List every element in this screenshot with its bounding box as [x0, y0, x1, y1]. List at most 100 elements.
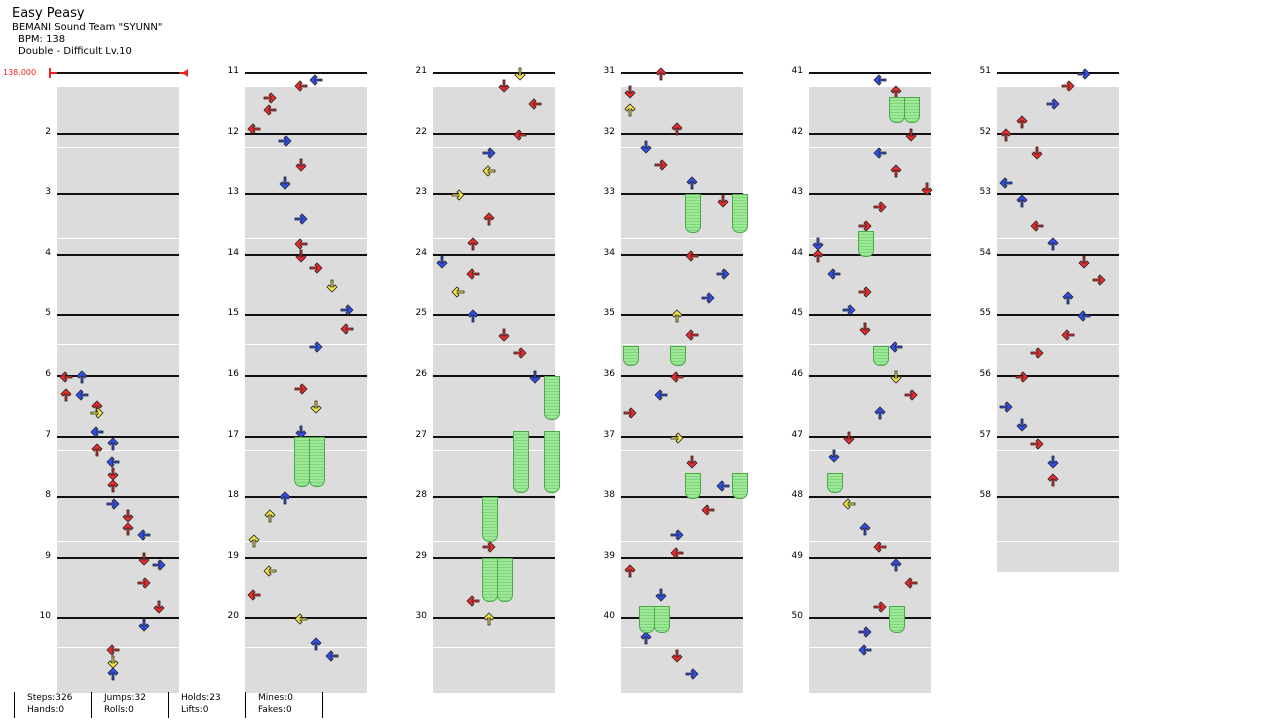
beat-stripe: [621, 268, 743, 284]
beat-stripe: [997, 147, 1119, 163]
measure-number: 7: [45, 429, 51, 440]
beat-stripe: [57, 632, 179, 648]
beat-stripe: [433, 283, 555, 299]
measure-line: [57, 314, 179, 317]
beat-stripe: [621, 102, 743, 118]
measure-line: [433, 72, 555, 74]
right-arrow-icon: [106, 496, 120, 510]
stat-group-steps: Steps:326 Hands:0: [14, 692, 91, 718]
beat-stripe: [997, 526, 1119, 542]
beat-stripe: [997, 374, 1119, 390]
measure-line: [433, 132, 555, 135]
up-arrow-icon: [873, 405, 887, 420]
up-arrow-icon: [482, 611, 496, 626]
beat-stripe: [57, 390, 179, 405]
beat-stripe: [57, 617, 179, 633]
right-arrow-icon: [873, 199, 887, 213]
beat-stripe: [997, 344, 1119, 360]
measure-line: [57, 72, 179, 74]
beat-stripe: [433, 223, 555, 239]
beat-stripe: [57, 662, 179, 678]
beat-stripe: [57, 223, 179, 239]
chart-column: [433, 0, 555, 700]
hold-note: [543, 430, 560, 494]
beat-stripe: [57, 571, 179, 587]
measure-number: 48: [791, 490, 803, 501]
beat-stripe: [809, 405, 931, 421]
beat-stripe: [809, 162, 931, 178]
left-arrow-icon: [904, 575, 918, 589]
beat-stripe: [433, 420, 555, 436]
right-arrow-icon: [670, 430, 684, 444]
beat-stripe: [809, 571, 931, 587]
beat-stripe: [433, 344, 555, 360]
down-arrow-icon: [1030, 145, 1044, 160]
down-arrow-icon: [528, 369, 542, 384]
beat-stripe: [433, 193, 555, 209]
up-arrow-icon: [889, 84, 903, 99]
beat-stripe: [57, 238, 179, 254]
beat-stripe: [809, 208, 931, 224]
right-arrow-icon: [263, 90, 277, 104]
beat-stripe: [57, 374, 179, 390]
right-arrow-icon: [701, 290, 715, 304]
left-arrow-icon: [105, 642, 120, 656]
stat-group-mines: Mines:0 Fakes:0: [245, 692, 323, 718]
down-arrow-icon: [137, 617, 151, 633]
measure-number: 10: [39, 611, 51, 622]
down-arrow-icon: [152, 599, 166, 614]
measure-line: [433, 435, 555, 438]
up-arrow-icon: [889, 557, 903, 572]
measure-line: [621, 132, 743, 135]
measure-line: [57, 496, 179, 499]
up-arrow-icon: [309, 636, 323, 651]
song-title: Easy Peasy: [12, 6, 85, 21]
hold-note: [293, 436, 310, 488]
beat-stripe: [997, 465, 1119, 481]
up-arrow-icon: [75, 369, 89, 384]
beat-stripe: [621, 314, 743, 330]
beat-stripe: [621, 677, 743, 693]
beat-stripe: [621, 405, 743, 421]
hold-note: [685, 472, 701, 500]
beat-stripe: [57, 602, 179, 618]
measure-line: [433, 193, 555, 196]
right-arrow-icon: [294, 211, 308, 226]
left-arrow-icon: [324, 648, 339, 662]
left-arrow-icon: [654, 387, 668, 401]
up-arrow-icon: [858, 521, 872, 535]
measure-number: 3: [45, 187, 51, 198]
beat-stripe: [245, 132, 367, 148]
left-arrow-icon: [669, 545, 684, 559]
beat-stripe: [57, 299, 179, 315]
measure-line: [245, 72, 367, 74]
down-arrow-icon: [889, 369, 903, 384]
measure-line: [997, 132, 1119, 135]
right-arrow-icon: [309, 339, 323, 353]
beat-stripe: [245, 344, 367, 360]
beat-stripe: [621, 465, 743, 481]
measure-number: 34: [603, 247, 615, 258]
left-arrow-icon: [90, 424, 104, 438]
down-arrow-icon: [106, 654, 120, 669]
up-arrow-icon: [466, 236, 480, 251]
right-arrow-icon: [654, 157, 668, 171]
measure-number: 35: [603, 308, 615, 319]
beat-stripe: [245, 223, 367, 239]
measure-number: 20: [227, 611, 239, 622]
beat-stripe: [245, 677, 367, 693]
beat-stripe: [245, 238, 367, 254]
measure-number: 31: [603, 66, 615, 76]
hold-note: [654, 606, 670, 633]
beat-stripe: [245, 602, 367, 618]
measure-number: 33: [603, 187, 615, 198]
measure-number: 19: [227, 550, 239, 561]
hold-note: [873, 345, 889, 366]
measure-line: [433, 314, 555, 317]
right-arrow-icon: [858, 218, 872, 232]
beat-stripe: [621, 329, 743, 345]
beat-stripe: [57, 102, 179, 118]
beat-stripe: [245, 314, 367, 330]
beat-stripe: [245, 102, 367, 118]
beat-stripe: [57, 480, 179, 496]
